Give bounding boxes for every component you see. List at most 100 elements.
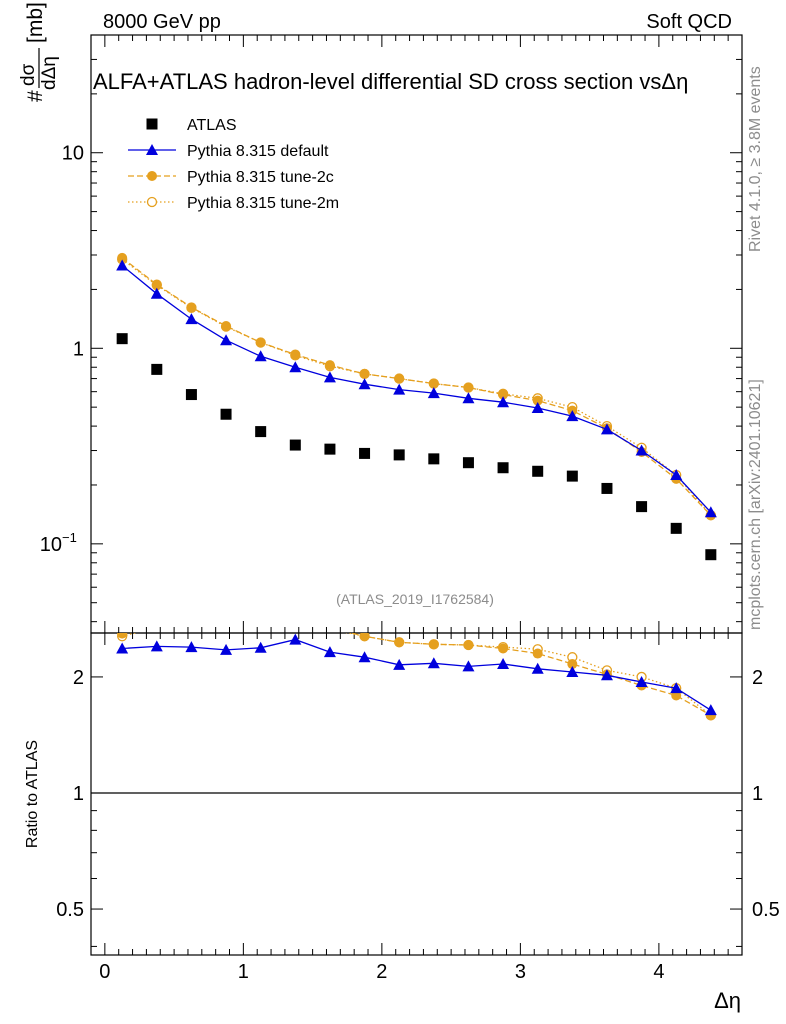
data-point <box>359 368 370 379</box>
series-atlas <box>116 333 717 561</box>
data-point <box>221 321 232 332</box>
y-tick-label-exponent: −1 <box>62 530 77 545</box>
y-axis-label-unit: [mb] <box>24 2 47 43</box>
y-axis-label-numerator: dσ <box>18 63 39 86</box>
ratio-y-tick-label-right: 2 <box>752 667 763 689</box>
data-point <box>324 443 336 455</box>
data-point <box>636 501 648 513</box>
y-axis-label-hash: # <box>24 90 47 102</box>
x-tick-label: 4 <box>653 961 664 983</box>
collision-label: 8000 GeV pp <box>103 11 221 33</box>
data-point <box>532 395 543 406</box>
data-point <box>359 447 371 459</box>
ratio-point <box>117 633 128 639</box>
data-point <box>393 449 405 461</box>
ratio-series <box>116 633 717 721</box>
legend-item: Pythia 8.315 default <box>128 143 329 160</box>
data-point <box>462 392 475 404</box>
data-point <box>290 349 301 360</box>
data-point <box>186 302 197 313</box>
y-tick-label: 10 <box>62 143 84 165</box>
ratio-point <box>497 658 510 670</box>
data-point <box>497 462 509 474</box>
data-point <box>116 259 129 271</box>
data-point <box>324 360 335 371</box>
x-tick-label: 2 <box>376 961 387 983</box>
ratio-point <box>427 657 440 669</box>
ratio-point <box>394 637 405 648</box>
ratio-point <box>498 643 509 654</box>
data-point <box>220 334 233 346</box>
x-tick-label: 0 <box>99 961 110 983</box>
legend-marker <box>146 118 158 130</box>
ratio-line <box>122 633 712 716</box>
legend-label: Pythia 8.315 tune-2c <box>187 169 334 186</box>
ratio-point <box>220 643 233 655</box>
ratio-point <box>670 682 683 694</box>
ratio-point <box>567 659 578 670</box>
data-point <box>151 363 163 375</box>
ratio-line <box>122 633 712 716</box>
data-point <box>428 378 439 389</box>
ratio-y-tick-label-right: 0.5 <box>752 899 780 921</box>
ratio-point <box>289 633 302 645</box>
series-line <box>121 258 712 516</box>
ratio-point <box>566 665 579 677</box>
ratio-y-tick-label: 1 <box>73 783 84 805</box>
ratio-panel-frame <box>90 632 743 956</box>
data-point <box>532 465 544 477</box>
ratio-point <box>600 669 613 681</box>
analysis-id: (ATLAS_2019_I1762584) <box>336 591 494 607</box>
ratio-point <box>462 660 475 672</box>
data-point <box>393 383 406 395</box>
ratio-point <box>150 640 163 652</box>
legend-marker <box>147 171 157 181</box>
legend-marker <box>146 144 158 155</box>
ratio-point <box>254 641 267 653</box>
data-point <box>566 410 579 422</box>
ratio-point <box>635 676 648 688</box>
ratio-point <box>116 642 129 654</box>
ratio-point <box>532 648 543 659</box>
legend-label: Pythia 8.315 default <box>187 143 329 160</box>
data-point <box>670 468 683 480</box>
x-tick-label: 3 <box>515 961 526 983</box>
y-axis-label-denominator: dΔη <box>39 56 60 90</box>
data-point <box>185 313 198 325</box>
data-point <box>358 378 371 390</box>
process-label: Soft QCD <box>646 11 732 33</box>
ratio-y-tick-label-right: 1 <box>752 783 763 805</box>
axis-ticks <box>91 34 743 955</box>
legend: ATLAS Pythia 8.315 default Pythia 8.315 tu… <box>128 117 339 212</box>
y-axis-label: # dσ dΔη [mb] <box>18 2 60 102</box>
data-point <box>255 426 267 438</box>
ratio-point <box>463 640 474 651</box>
ratio-y-axis-label: Ratio to ATLAS <box>24 740 41 848</box>
data-point <box>635 444 648 456</box>
ratio-y-tick-label: 2 <box>73 667 84 689</box>
series-line <box>121 264 712 513</box>
ratio-point <box>704 704 717 716</box>
data-point <box>255 337 266 348</box>
data-point <box>323 371 336 383</box>
data-point <box>150 287 163 299</box>
rivet-version-label: Rivet 4.1.0, ≥ 3.8M events <box>747 66 764 252</box>
data-point <box>427 387 440 399</box>
ratio-point <box>323 646 336 658</box>
data-point <box>498 389 509 400</box>
ratio-point <box>428 639 439 650</box>
data-point <box>531 402 544 414</box>
series-line <box>121 257 712 516</box>
series-pythia-8-315-tune-2c <box>117 252 716 521</box>
data-point <box>220 408 232 420</box>
data-point <box>428 453 440 465</box>
main-series <box>116 252 717 561</box>
data-point <box>462 457 474 469</box>
legend-marker <box>146 196 158 208</box>
data-point <box>117 252 128 263</box>
data-point <box>670 522 682 534</box>
x-tick-label: 1 <box>238 961 249 983</box>
data-point <box>151 279 162 290</box>
